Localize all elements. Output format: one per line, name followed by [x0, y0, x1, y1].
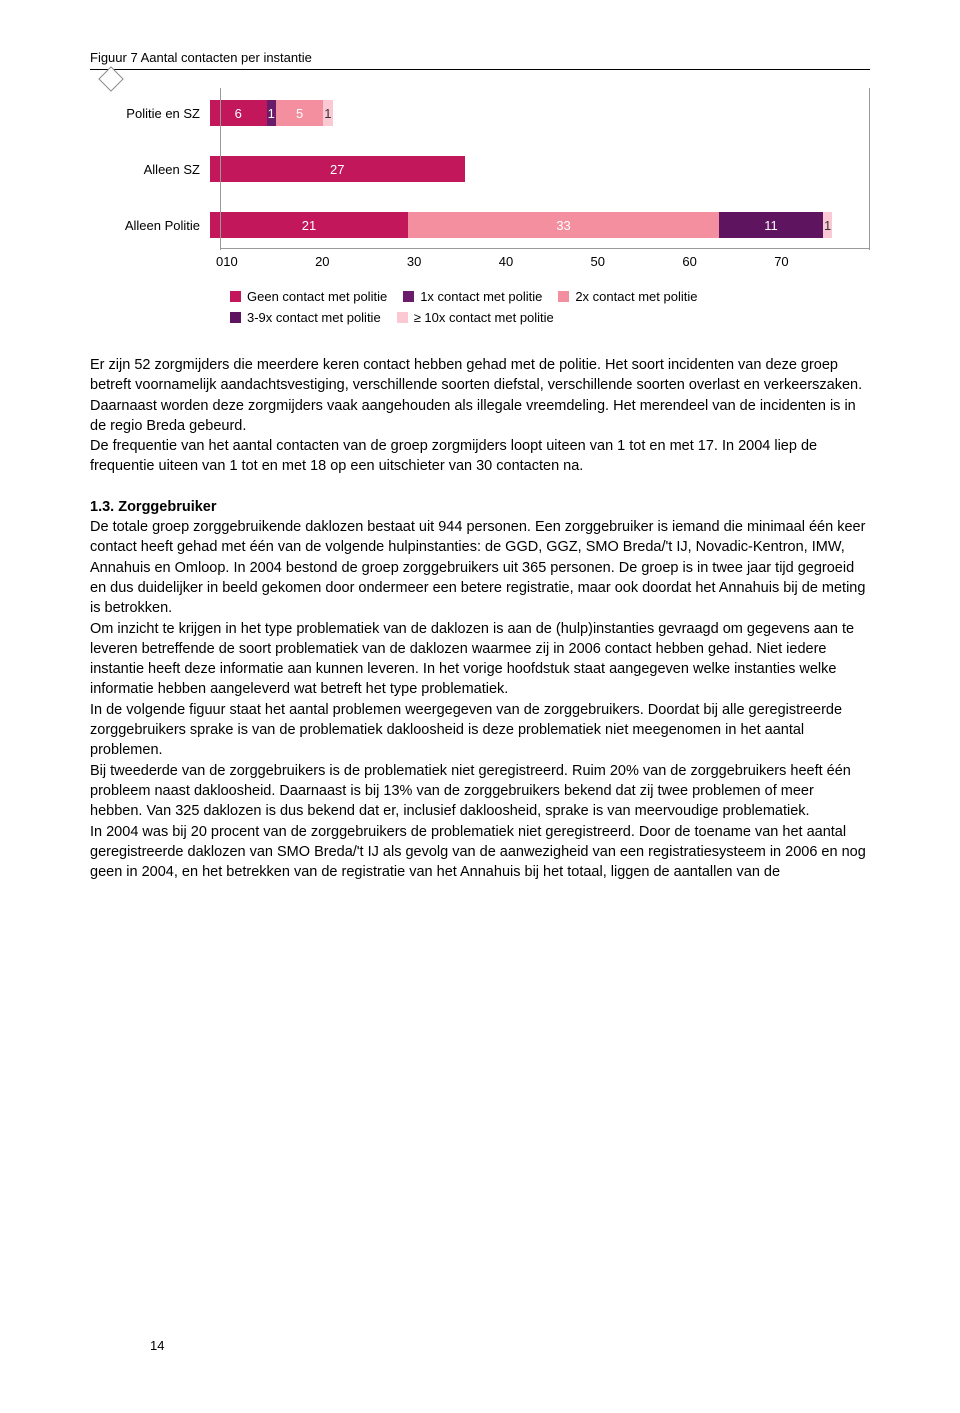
bar-segment: 1 — [323, 100, 332, 126]
bar-segment: 27 — [210, 156, 465, 182]
chart-bars: 27 — [210, 156, 870, 182]
chart-row-label: Alleen SZ — [110, 162, 210, 177]
legend-item: ≥ 10x contact met politie — [397, 310, 554, 325]
bar-segment: 33 — [408, 212, 719, 238]
legend-swatch — [397, 312, 408, 323]
axis-tick: 30 — [411, 254, 503, 269]
paragraph: In de volgende figuur staat het aantal p… — [90, 700, 870, 761]
section-heading: 1.3. Zorggebruiker — [90, 497, 870, 517]
legend-swatch — [403, 291, 414, 302]
bar-segment: 1 — [267, 100, 276, 126]
x-axis: 010203040506070 — [220, 248, 870, 269]
bar-segment: 1 — [823, 212, 832, 238]
legend-item: Geen contact met politie — [230, 289, 387, 304]
bar-segment: 6 — [210, 100, 267, 126]
paragraph: Bij tweederde van de zorggebruikers is d… — [90, 761, 870, 822]
legend-label: ≥ 10x contact met politie — [414, 310, 554, 325]
legend-label: 3-9x contact met politie — [247, 310, 381, 325]
paragraph: In 2004 was bij 20 procent van de zorgge… — [90, 822, 870, 883]
paragraph: De frequentie van het aantal contacten v… — [90, 436, 870, 477]
legend-label: 1x contact met politie — [420, 289, 542, 304]
axis-tick: 10 — [227, 254, 319, 269]
chart-legend: Geen contact met politie 1x contact met p… — [230, 289, 870, 325]
figure-title: Figuur 7 Aantal contacten per instantie — [90, 50, 870, 70]
axis-tick: 20 — [319, 254, 411, 269]
chart-row-label: Politie en SZ — [110, 106, 210, 121]
legend-swatch — [230, 291, 241, 302]
axis-tick: 50 — [595, 254, 687, 269]
bar-segment: 5 — [276, 100, 323, 126]
paragraph: Er zijn 52 zorgmijders die meerdere kere… — [90, 355, 870, 436]
chart-row-label: Alleen Politie — [110, 218, 210, 233]
chart-row: Politie en SZ6151 — [110, 100, 870, 126]
paragraph: De totale groep zorggebruikende daklozen… — [90, 517, 870, 618]
axis-tick: 60 — [686, 254, 778, 269]
page-marker-diamond — [98, 66, 123, 91]
page-number: 14 — [150, 1338, 164, 1353]
legend-item: 1x contact met politie — [403, 289, 542, 304]
legend-label: 2x contact met politie — [575, 289, 697, 304]
paragraph: Om inzicht te krijgen in het type proble… — [90, 619, 870, 700]
legend-item: 2x contact met politie — [558, 289, 697, 304]
chart-bars: 2133111 — [210, 212, 870, 238]
axis-tick: 70 — [778, 254, 870, 269]
legend-item: 3-9x contact met politie — [230, 310, 381, 325]
chart-row: Alleen Politie2133111 — [110, 212, 870, 238]
body-text: Er zijn 52 zorgmijders die meerdere kere… — [90, 355, 870, 882]
legend-label: Geen contact met politie — [247, 289, 387, 304]
bar-chart: Politie en SZ6151Alleen SZ27Alleen Polit… — [110, 100, 870, 325]
legend-swatch — [558, 291, 569, 302]
chart-bars: 6151 — [210, 100, 870, 126]
legend-swatch — [230, 312, 241, 323]
chart-row: Alleen SZ27 — [110, 156, 870, 182]
axis-tick: 40 — [503, 254, 595, 269]
bar-segment: 11 — [719, 212, 823, 238]
bar-segment: 21 — [210, 212, 408, 238]
